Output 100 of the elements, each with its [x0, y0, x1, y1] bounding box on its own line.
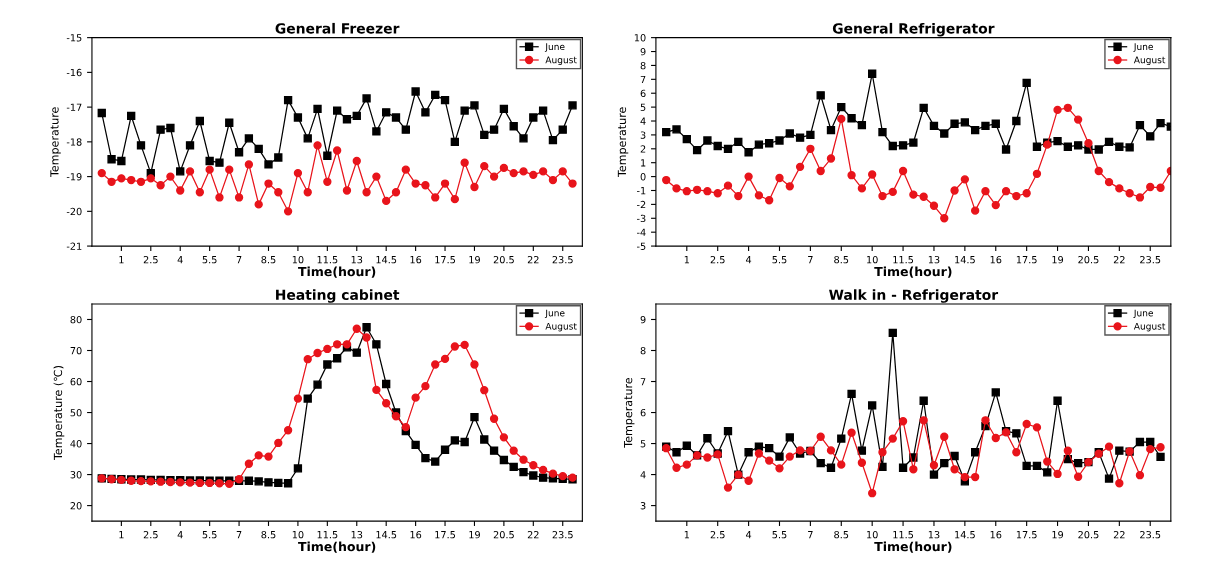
- x-tick-label: 23.5: [552, 530, 573, 539]
- x-tick-label: 22: [1113, 530, 1125, 539]
- y-tick-label: 8: [640, 346, 646, 355]
- x-axis-title: Time(hour): [298, 541, 376, 553]
- legend-label: June: [544, 43, 565, 52]
- y-tick-label: 80: [70, 315, 82, 324]
- y-tick-label: 30: [70, 471, 82, 479]
- y-tick-label: 4: [640, 117, 646, 125]
- y-tick-label: 50: [70, 409, 82, 417]
- y-tick-label: 8: [640, 61, 646, 70]
- y-tick-label: 1: [641, 159, 646, 167]
- y-tick-label: -19: [66, 173, 82, 181]
- chart-title: Heating cabinet: [276, 289, 400, 303]
- x-tick-label: 20.5: [1078, 255, 1099, 264]
- y-tick-label: 7: [640, 378, 646, 386]
- y-tick-label: 7: [640, 75, 646, 84]
- chart-title: General Freezer: [275, 22, 400, 34]
- x-tick-label: 19: [1052, 530, 1064, 539]
- x-tick-label: 1: [684, 256, 689, 264]
- y-tick-label: 5: [640, 103, 646, 111]
- y-tick-label: -15: [66, 34, 82, 42]
- x-tick-label: 13: [351, 530, 363, 539]
- x-tick-label: 16: [410, 255, 422, 264]
- x-tick-label: 7: [808, 531, 813, 539]
- x-tick-label: 10: [867, 530, 878, 539]
- x-tick-label: 2.5: [143, 255, 158, 264]
- y-tick-label: 3: [640, 131, 646, 139]
- y-tick-label: -2: [636, 200, 646, 209]
- y-tick-label: 0: [640, 173, 646, 181]
- x-tick-label: 13: [351, 255, 363, 264]
- x-tick-label: 11.5: [317, 531, 338, 539]
- legend-label: June: [1133, 43, 1153, 52]
- y-tick-label: -1: [636, 187, 646, 195]
- legend-label: August: [545, 322, 577, 332]
- x-tick-label: 2.5: [710, 255, 725, 264]
- x-tick-label: 4: [177, 256, 183, 264]
- x-tick-label: 19: [469, 530, 480, 539]
- y-tick-label: 9: [640, 315, 646, 324]
- x-tick-label: 8.5: [261, 530, 276, 539]
- y-tick-label: 40: [70, 440, 82, 448]
- x-tick-label: 17.5: [435, 531, 456, 539]
- y-tick-label: -5: [636, 242, 646, 250]
- chart-title: General Refrigerator: [832, 22, 995, 37]
- x-tick-label: 4: [745, 256, 752, 264]
- y-tick-label: -4: [636, 228, 646, 236]
- x-tick-label: 11.5: [317, 256, 338, 264]
- x-tick-label: 14.5: [376, 256, 397, 264]
- x-tick-label: 10: [292, 255, 304, 264]
- x-tick-label: 17.5: [435, 256, 456, 264]
- x-tick-label: 8.5: [834, 255, 849, 264]
- y-tick-label: -21: [66, 242, 82, 250]
- x-tick-label: 23.5: [1140, 255, 1161, 264]
- legend-label: June: [1133, 309, 1153, 319]
- y-tick-label: 20: [70, 502, 82, 510]
- y-tick-label: -3: [636, 214, 646, 223]
- y-tick-label: 70: [70, 346, 82, 355]
- x-tick-label: 17.5: [1016, 256, 1037, 264]
- x-tick-label: 11.5: [893, 256, 914, 264]
- x-tick-label: 8.5: [834, 530, 849, 539]
- x-tick-label: 5.5: [202, 531, 217, 539]
- y-axis-title: Temperature: [50, 107, 61, 178]
- legend-label: August: [1133, 56, 1166, 66]
- x-tick-label: 14.5: [376, 531, 397, 539]
- x-tick-label: 7: [808, 256, 813, 264]
- y-tick-label: 5: [640, 440, 646, 448]
- x-tick-label: 2.5: [710, 530, 725, 539]
- x-tick-label: 14.5: [955, 256, 975, 264]
- x-tick-label: 1: [119, 256, 124, 264]
- x-tick-label: 16: [990, 530, 1002, 539]
- x-tick-label: 13: [928, 255, 940, 264]
- x-tick-label: 22: [527, 255, 539, 264]
- x-tick-label: 5.5: [772, 531, 787, 539]
- y-tick-label: -18: [66, 138, 82, 146]
- x-axis-title: Time(hour): [298, 266, 376, 278]
- x-tick-label: 20.5: [493, 255, 514, 264]
- x-tick-label: 11.5: [893, 531, 914, 539]
- x-tick-label: 23.5: [1140, 530, 1161, 539]
- x-tick-label: 22: [527, 530, 539, 539]
- legend-label: June: [544, 309, 565, 319]
- y-tick-label: 4: [640, 471, 646, 479]
- legend-label: August: [1133, 322, 1166, 332]
- x-tick-label: 22: [1113, 255, 1125, 264]
- x-tick-label: 17.5: [1016, 531, 1037, 539]
- y-tick-label: -17: [66, 103, 82, 111]
- x-tick-label: 5.5: [202, 256, 217, 264]
- x-tick-label: 5.5: [772, 256, 787, 264]
- x-tick-label: 16: [410, 530, 422, 539]
- y-tick-label: 3: [640, 502, 646, 510]
- x-tick-label: 7: [236, 256, 242, 264]
- y-axis-title: Temperature (℃): [53, 365, 65, 461]
- x-tick-label: 10: [867, 255, 878, 264]
- x-tick-label: 20.5: [1078, 530, 1099, 539]
- y-axis-title: Temperature: [617, 107, 629, 178]
- x-tick-label: 16: [990, 255, 1002, 264]
- y-tick-label: 10: [634, 34, 646, 42]
- y-axis-title: Temperature: [624, 377, 635, 448]
- x-tick-label: 20.5: [493, 530, 514, 539]
- y-tick-label: -16: [66, 68, 82, 77]
- x-tick-label: 8.5: [261, 255, 276, 264]
- x-tick-label: 7: [236, 531, 242, 539]
